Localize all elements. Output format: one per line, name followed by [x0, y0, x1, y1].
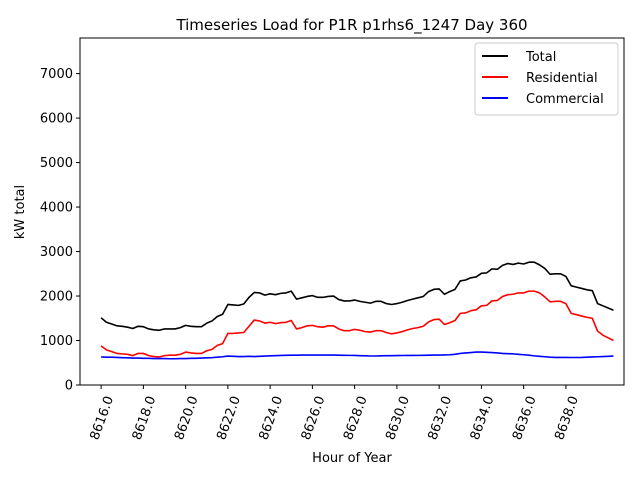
y-axis-ticks: 0 1000 2000 3000 4000 5000 6000 7000: [40, 67, 80, 394]
legend: Total Residential Commercial: [474, 42, 619, 116]
series-line-residential: [100, 290, 614, 358]
x-axis-label: Hour of Year: [312, 451, 392, 466]
y-tick-label: 0: [65, 379, 73, 394]
series-layer: [100, 261, 614, 360]
y-tick-label: 4000: [40, 201, 73, 216]
y-tick-label: 2000: [40, 290, 73, 305]
legend-label-commercial: Commercial: [526, 92, 604, 107]
series-line-total: [100, 261, 614, 332]
legend-label-total: Total: [525, 50, 556, 65]
y-tick-label: 3000: [40, 245, 73, 260]
y-tick-label: 6000: [40, 112, 73, 127]
legend-label-residential: Residential: [526, 71, 598, 86]
axes-frame: [79, 37, 625, 386]
y-tick-label: 7000: [40, 67, 73, 82]
legend-box: [474, 42, 619, 116]
y-axis-label: kW total: [13, 185, 28, 239]
y-tick-label: 1000: [40, 334, 73, 349]
chart-title: Timeseries Load for P1R p1rhs6_1247 Day …: [175, 16, 527, 35]
plot-area: [79, 37, 625, 386]
series-line-commercial: [101, 351, 614, 360]
y-tick-label: 5000: [40, 156, 73, 171]
